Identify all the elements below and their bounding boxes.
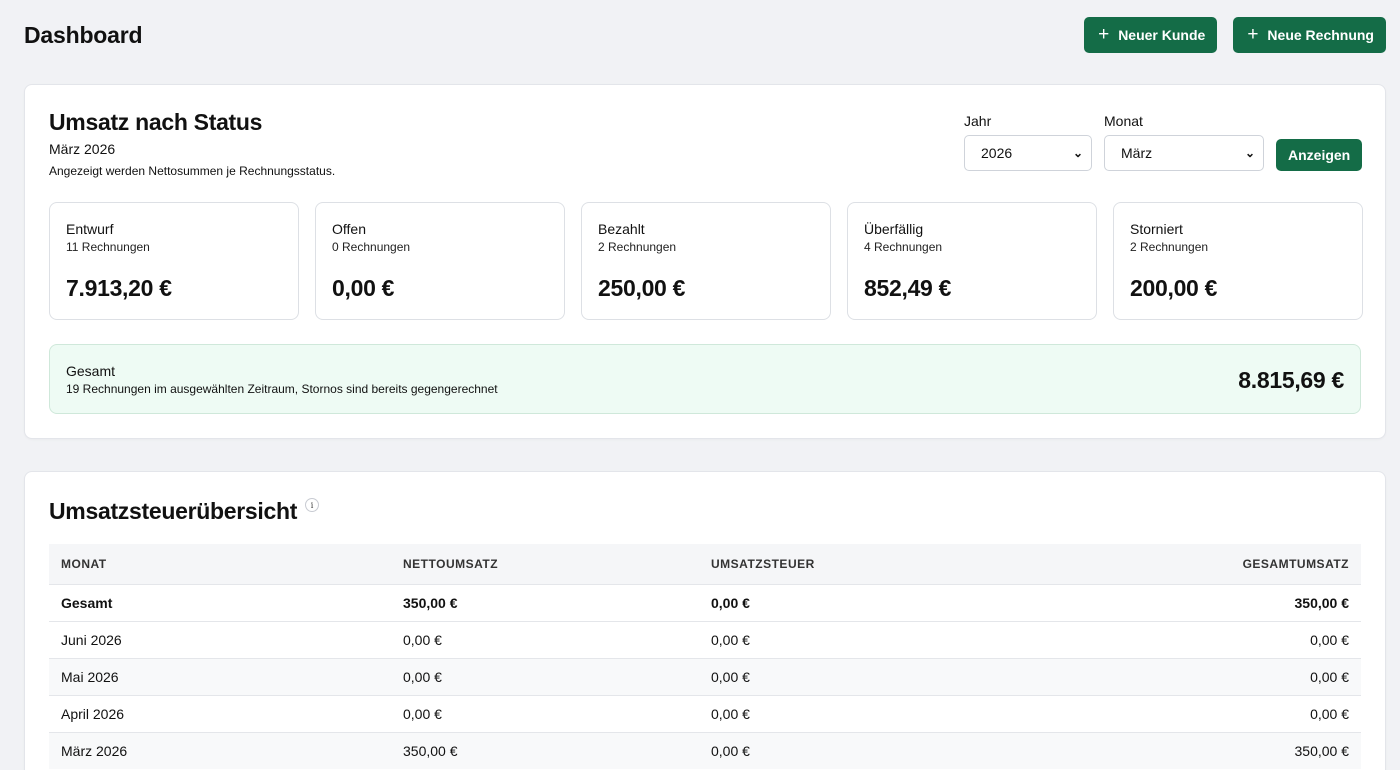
status-description: Angezeigt werden Nettosummen je Rechnung… <box>49 164 336 178</box>
cell-vat: 0,00 € <box>699 657 1007 695</box>
stat-name: Überfällig <box>864 221 924 237</box>
cell-month: Mai 2026 <box>49 657 391 695</box>
status-stats: Entwurf 11 Rechnungen 7.913,20 € Offen 0… <box>49 202 1363 320</box>
table-header-row: MONAT NETTOUMSATZ UMSATZSTEUER GESAMTUMS… <box>49 544 1361 584</box>
show-button[interactable]: Anzeigen <box>1276 139 1363 171</box>
stat-amount: 852,49 € <box>864 275 952 301</box>
cell-vat: 0,00 € <box>699 694 1007 732</box>
new-invoice-button[interactable]: + Neue Rechnung <box>1233 17 1386 53</box>
info-icon[interactable]: i <box>305 498 320 512</box>
stat-amount: 0,00 € <box>332 275 395 301</box>
table-row-total: Gesamt 350,00 € 0,00 € 350,00 € <box>49 583 1361 621</box>
year-select-value: 2026 <box>981 145 1013 161</box>
revenue-by-status-card: Umsatz nach Status März 2026 Angezeigt w… <box>24 84 1386 439</box>
cell-month: März 2026 <box>49 731 391 769</box>
stat-card-cancelled: Storniert 2 Rechnungen 200,00 € <box>1113 202 1363 320</box>
cell-net: 0,00 € <box>391 657 699 695</box>
stat-name: Bezahlt <box>598 221 645 237</box>
cell-gross: 0,00 € <box>1007 657 1361 695</box>
cell-month: April 2026 <box>49 694 391 732</box>
cell-net: 0,00 € <box>391 694 699 732</box>
cell-vat: 0,00 € <box>699 620 1007 658</box>
cell-net: 0,00 € <box>391 620 699 658</box>
column-header-net: NETTOUMSATZ <box>391 544 699 584</box>
stat-count: 0 Rechnungen <box>332 240 411 254</box>
stat-name: Offen <box>332 221 366 237</box>
table-row: April 2026 0,00 € 0,00 € 0,00 € <box>49 694 1361 732</box>
cell-gross: 0,00 € <box>1007 694 1361 732</box>
total-amount: 8.815,69 € <box>1238 367 1344 393</box>
cell-gross: 0,00 € <box>1007 620 1361 658</box>
stat-count: 11 Rechnungen <box>66 240 150 254</box>
month-select-value: März <box>1121 145 1153 161</box>
vat-table: MONAT NETTOUMSATZ UMSATZSTEUER GESAMTUMS… <box>49 544 1361 769</box>
top-actions: + Neuer Kunde + Neue Rechnung <box>1084 17 1386 53</box>
cell-month: Gesamt <box>49 583 391 621</box>
total-subtitle: 19 Rechnungen im ausgewählten Zeitraum, … <box>66 382 498 396</box>
plus-icon: + <box>1098 23 1110 45</box>
status-period: März 2026 <box>49 141 116 157</box>
cell-gross: 350,00 € <box>1007 583 1361 621</box>
cell-vat: 0,00 € <box>699 583 1007 621</box>
top-bar: Dashboard + Neuer Kunde + Neue Rechnung <box>24 17 1386 53</box>
year-select[interactable]: 2026 ⌄ <box>964 135 1092 171</box>
stat-count: 2 Rechnungen <box>598 240 677 254</box>
cell-net: 350,00 € <box>391 731 699 769</box>
vat-card-title: Umsatzsteuerübersicht <box>49 498 298 524</box>
column-header-vat: UMSATZSTEUER <box>699 544 1007 584</box>
year-label: Jahr <box>964 113 992 129</box>
stat-card-draft: Entwurf 11 Rechnungen 7.913,20 € <box>49 202 299 320</box>
stat-amount: 7.913,20 € <box>66 275 172 301</box>
status-card-title: Umsatz nach Status <box>49 109 263 135</box>
chevron-down-icon: ⌄ <box>1072 146 1083 160</box>
stat-name: Storniert <box>1130 221 1183 237</box>
stat-amount: 200,00 € <box>1130 275 1218 301</box>
new-invoice-label: Neue Rechnung <box>1267 27 1374 43</box>
vat-overview-card: Umsatzsteuerübersicht i MONAT NETTOUMSAT… <box>24 471 1386 770</box>
stat-count: 4 Rechnungen <box>864 240 943 254</box>
stat-name: Entwurf <box>66 221 114 237</box>
month-filter: Monat März ⌄ <box>1104 113 1264 171</box>
column-header-gross: GESAMTUMSATZ <box>1007 544 1361 584</box>
stat-count: 2 Rechnungen <box>1130 240 1209 254</box>
year-filter: Jahr 2026 ⌄ <box>964 113 1092 171</box>
stat-card-paid: Bezahlt 2 Rechnungen 250,00 € <box>581 202 831 320</box>
chevron-down-icon: ⌄ <box>1244 146 1255 160</box>
month-select[interactable]: März ⌄ <box>1104 135 1264 171</box>
column-header-month: MONAT <box>49 544 391 584</box>
plus-icon: + <box>1247 23 1259 45</box>
total-summary: Gesamt 19 Rechnungen im ausgewählten Zei… <box>49 344 1361 414</box>
month-label: Monat <box>1104 113 1143 129</box>
stat-amount: 250,00 € <box>598 275 686 301</box>
table-row: März 2026 350,00 € 0,00 € 350,00 € <box>49 731 1361 769</box>
table-row: Juni 2026 0,00 € 0,00 € 0,00 € <box>49 620 1361 658</box>
new-customer-label: Neuer Kunde <box>1118 27 1206 43</box>
stat-card-overdue: Überfällig 4 Rechnungen 852,49 € <box>847 202 1097 320</box>
cell-vat: 0,00 € <box>699 731 1007 769</box>
cell-net: 350,00 € <box>391 583 699 621</box>
table-row: Mai 2026 0,00 € 0,00 € 0,00 € <box>49 657 1361 695</box>
cell-gross: 350,00 € <box>1007 731 1361 769</box>
new-customer-button[interactable]: + Neuer Kunde <box>1084 17 1218 53</box>
vat-title-wrap: Umsatzsteuerübersicht i <box>49 498 320 525</box>
page-title: Dashboard <box>24 21 143 48</box>
total-label: Gesamt <box>66 363 116 379</box>
cell-month: Juni 2026 <box>49 620 391 658</box>
stat-card-open: Offen 0 Rechnungen 0,00 € <box>315 202 565 320</box>
